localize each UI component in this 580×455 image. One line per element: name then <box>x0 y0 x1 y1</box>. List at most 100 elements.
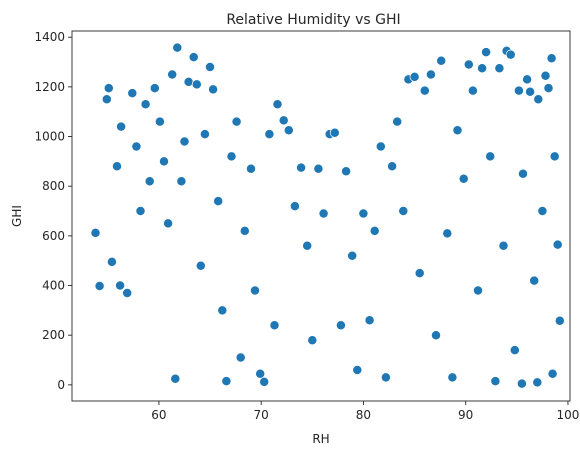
data-point-99 <box>549 151 560 162</box>
data-point-2 <box>101 94 112 105</box>
data-point-93 <box>529 275 540 286</box>
data-point-85 <box>498 240 509 251</box>
data-point-70 <box>425 69 436 80</box>
data-point-82 <box>485 151 496 162</box>
y-tick-label-1400: 1400 <box>34 30 65 44</box>
data-point-96 <box>540 70 551 81</box>
y-tick-label-800: 800 <box>42 179 65 193</box>
data-point-73 <box>442 228 453 239</box>
data-point-64 <box>392 116 403 127</box>
data-point-5 <box>112 161 122 172</box>
data-point-89 <box>513 85 524 96</box>
data-point-74 <box>447 372 458 383</box>
y-tick-label-0: 0 <box>57 378 65 392</box>
data-point-47 <box>296 162 307 173</box>
data-point-14 <box>149 83 160 94</box>
data-point-78 <box>467 85 478 96</box>
data-point-101 <box>554 315 565 326</box>
y-tick-label-400: 400 <box>42 279 65 293</box>
data-point-0 <box>90 227 101 238</box>
y-axis: 0 200 400 600 800 1000 1200 1400 <box>34 30 72 392</box>
data-point-43 <box>272 99 283 110</box>
data-point-58 <box>358 208 369 219</box>
data-point-55 <box>341 166 352 177</box>
data-point-84 <box>494 63 505 74</box>
data-point-68 <box>414 268 425 279</box>
data-point-17 <box>163 218 174 229</box>
data-point-71 <box>431 330 441 341</box>
data-point-77 <box>463 59 474 70</box>
data-point-104 <box>516 378 527 389</box>
data-point-20 <box>170 373 181 384</box>
data-point-79 <box>473 285 483 296</box>
y-tick-label-1200: 1200 <box>34 80 65 94</box>
data-point-97 <box>543 83 554 94</box>
data-point-4 <box>106 256 117 267</box>
data-point-49 <box>307 335 318 346</box>
data-point-31 <box>217 305 228 316</box>
data-point-95 <box>537 206 548 216</box>
data-point-98 <box>546 53 557 64</box>
data-point-87 <box>505 49 516 60</box>
data-point-9 <box>127 88 138 99</box>
data-point-100 <box>552 239 563 250</box>
data-point-90 <box>518 168 528 179</box>
data-point-75 <box>452 125 463 136</box>
data-point-40 <box>259 376 270 387</box>
data-point-24 <box>188 52 199 63</box>
data-point-60 <box>369 225 380 236</box>
data-point-18 <box>167 69 178 80</box>
data-point-54 <box>335 320 346 331</box>
data-point-19 <box>172 42 183 53</box>
data-point-42 <box>269 320 280 331</box>
data-point-32 <box>221 376 232 387</box>
data-point-35 <box>235 352 246 363</box>
data-point-48 <box>302 240 313 251</box>
data-point-63 <box>387 161 398 172</box>
data-point-29 <box>208 84 219 95</box>
data-point-21 <box>176 176 187 187</box>
data-point-36 <box>239 225 250 236</box>
data-point-91 <box>522 74 533 85</box>
data-point-53 <box>329 127 340 138</box>
data-point-46 <box>289 201 300 212</box>
data-point-72 <box>436 55 447 66</box>
data-point-12 <box>140 99 151 110</box>
data-point-13 <box>144 176 155 187</box>
data-point-39 <box>255 368 266 379</box>
data-point-26 <box>195 260 206 271</box>
data-point-50 <box>313 163 324 174</box>
data-point-103 <box>532 377 543 388</box>
data-point-67 <box>409 71 420 82</box>
y-tick-label-1000: 1000 <box>34 130 65 144</box>
data-point-88 <box>509 345 520 356</box>
data-point-27 <box>199 129 210 140</box>
data-point-76 <box>458 173 469 184</box>
x-tick-label-60: 60 <box>151 408 166 422</box>
data-point-8 <box>122 288 133 298</box>
data-point-6 <box>116 121 127 132</box>
data-point-34 <box>231 116 242 127</box>
data-point-38 <box>250 285 260 296</box>
data-point-81 <box>481 47 492 58</box>
data-point-69 <box>419 85 430 96</box>
data-point-57 <box>352 365 363 375</box>
data-point-1 <box>94 281 105 291</box>
plot-frame <box>71 30 571 402</box>
x-axis: 60 70 80 90 100 <box>151 401 579 422</box>
chart-title: Relative Humidity vs GHI <box>226 12 400 28</box>
y-tick-label-600: 600 <box>42 229 65 243</box>
data-point-94 <box>533 94 544 105</box>
x-tick-label-80: 80 <box>356 408 371 422</box>
data-point-56 <box>347 250 358 261</box>
data-point-16 <box>159 156 169 167</box>
y-tick-label-200: 200 <box>42 328 65 342</box>
data-point-51 <box>318 208 329 219</box>
x-tick-label-100: 100 <box>557 408 580 422</box>
data-point-22 <box>179 136 190 147</box>
points-layer <box>90 42 565 389</box>
data-point-30 <box>213 196 224 207</box>
data-point-33 <box>226 151 237 162</box>
data-point-80 <box>477 63 488 74</box>
